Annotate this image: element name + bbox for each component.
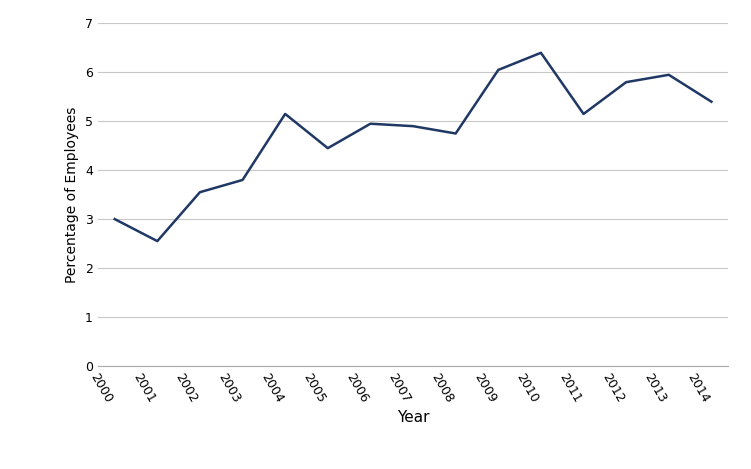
Y-axis label: Percentage of Employees: Percentage of Employees (65, 106, 79, 283)
X-axis label: Year: Year (397, 410, 430, 425)
